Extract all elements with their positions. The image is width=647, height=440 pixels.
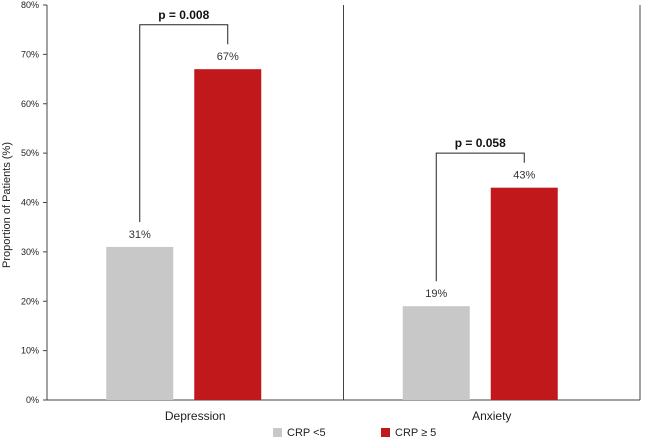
- legend-item: CRP ≥ 5: [381, 427, 436, 439]
- y-axis-title: Proportion of Patients (%): [1, 142, 13, 268]
- y-tick-label: 60%: [21, 99, 39, 109]
- p-value-label: p = 0.008: [158, 8, 209, 22]
- y-axis-ticks: 0% 10% 20% 30% 40% 50% 60% 70% 80%: [21, 0, 47, 405]
- y-tick-label: 0%: [26, 395, 39, 405]
- y-tick-label: 30%: [21, 247, 39, 257]
- category-label: Depression: [165, 409, 226, 423]
- bar: [106, 246, 174, 400]
- bar-value-label: 19%: [425, 288, 447, 300]
- bar: [402, 306, 470, 400]
- y-tick-label: 50%: [21, 148, 39, 158]
- significance-brackets: p = 0.008 p = 0.058: [139, 8, 525, 282]
- legend-swatch: [273, 428, 282, 437]
- legend-item: CRP <5: [273, 427, 326, 439]
- bar: [490, 187, 558, 400]
- significance-bracket: [435, 152, 525, 282]
- category-label: Anxiety: [472, 409, 511, 423]
- y-tick-label: 20%: [21, 296, 39, 306]
- bar: [194, 69, 262, 400]
- y-tick-label: 70%: [21, 49, 39, 59]
- y-tick-label: 40%: [21, 198, 39, 208]
- legend-label: CRP ≥ 5: [395, 427, 436, 439]
- p-value-label: p = 0.058: [455, 136, 506, 150]
- bar-value-label: 31%: [129, 229, 151, 241]
- legend-swatch: [381, 428, 390, 437]
- data-labels: 31% 67% 19% 43%: [129, 51, 536, 300]
- bar-value-label: 67%: [217, 51, 239, 63]
- x-axis-categories: Depression Anxiety: [165, 409, 512, 423]
- significance-bracket: [139, 24, 229, 222]
- y-tick-label: 80%: [21, 0, 39, 10]
- bars-layer: [106, 69, 558, 400]
- bar-value-label: 43%: [513, 170, 535, 182]
- y-tick-label: 10%: [21, 346, 39, 356]
- legend: CRP <5 CRP ≥ 5: [273, 427, 436, 439]
- legend-label: CRP <5: [287, 427, 326, 439]
